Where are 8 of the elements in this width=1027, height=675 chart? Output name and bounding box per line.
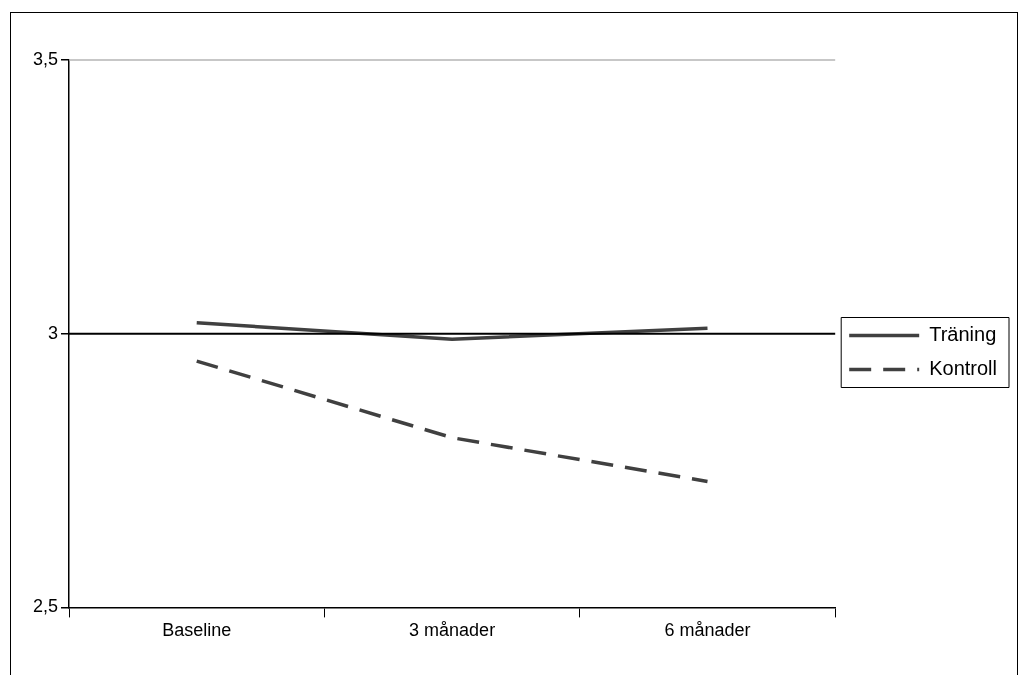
x-tick-label: Baseline	[162, 620, 232, 641]
x-tick-label: 3 månader	[409, 620, 496, 641]
legend-label: Träning	[929, 323, 997, 346]
y-tick-label: 2,5	[32, 596, 59, 617]
legend-label: Kontroll	[929, 357, 997, 380]
x-tick-label: 6 månader	[664, 620, 751, 641]
y-tick-label: 3,5	[32, 48, 59, 69]
y-tick-label: 3	[48, 322, 59, 343]
